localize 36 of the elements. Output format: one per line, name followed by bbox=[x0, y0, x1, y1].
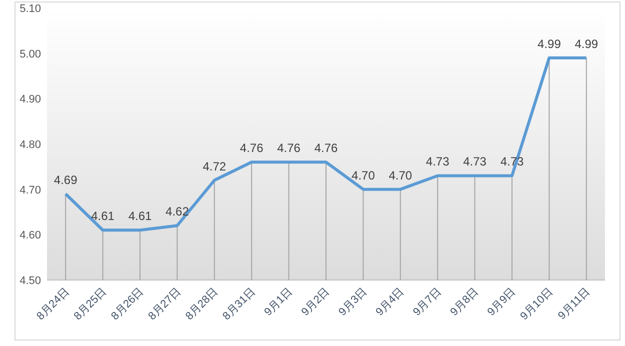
x-tick-label: 9月9日 bbox=[485, 286, 518, 318]
y-tick-label: 4.90 bbox=[20, 94, 41, 106]
y-tick-label: 4.70 bbox=[20, 184, 41, 196]
data-label: 4.99 bbox=[574, 36, 598, 51]
x-tick-label: 9月8日 bbox=[448, 286, 481, 318]
y-tick-label: 5.00 bbox=[20, 48, 41, 60]
x-tick-label: 9月7日 bbox=[411, 286, 444, 318]
x-tick-label: 8月25日 bbox=[72, 286, 109, 323]
x-tick-label: 8月28日 bbox=[184, 286, 221, 323]
data-label: 4.61 bbox=[91, 209, 115, 224]
x-tick-label: 9月2日 bbox=[299, 286, 332, 318]
x-tick-label: 9月3日 bbox=[336, 286, 370, 318]
x-tick-label: 9月4日 bbox=[374, 286, 407, 318]
x-tick-label: 8月31日 bbox=[220, 286, 258, 323]
data-label: 4.70 bbox=[352, 168, 376, 182]
x-tick-label: 9月11日 bbox=[556, 286, 593, 322]
x-tick-label: 8月24日 bbox=[34, 286, 72, 323]
data-label: 4.61 bbox=[128, 209, 152, 224]
data-label: 4.76 bbox=[277, 141, 301, 156]
y-tick-label: 5.10 bbox=[20, 3, 41, 15]
data-label: 4.76 bbox=[314, 141, 338, 156]
y-tick-label: 4.80 bbox=[20, 139, 41, 151]
data-label: 4.76 bbox=[240, 141, 264, 156]
data-label: 4.99 bbox=[538, 36, 562, 51]
data-label: 4.73 bbox=[463, 154, 487, 169]
x-tick-label: 8月26日 bbox=[109, 286, 146, 323]
data-label: 4.70 bbox=[388, 168, 412, 182]
data-label: 4.72 bbox=[202, 159, 226, 174]
x-tick-label: 9月1日 bbox=[262, 286, 295, 318]
x-tick-label: 9月10日 bbox=[518, 286, 556, 323]
y-tick-label: 4.60 bbox=[20, 230, 41, 242]
data-label: 4.62 bbox=[166, 204, 190, 219]
data-label: 4.69 bbox=[54, 172, 78, 187]
y-tick-label: 4.50 bbox=[20, 275, 41, 287]
data-label: 4.73 bbox=[426, 154, 450, 169]
x-tick-label: 8月27日 bbox=[146, 286, 184, 323]
